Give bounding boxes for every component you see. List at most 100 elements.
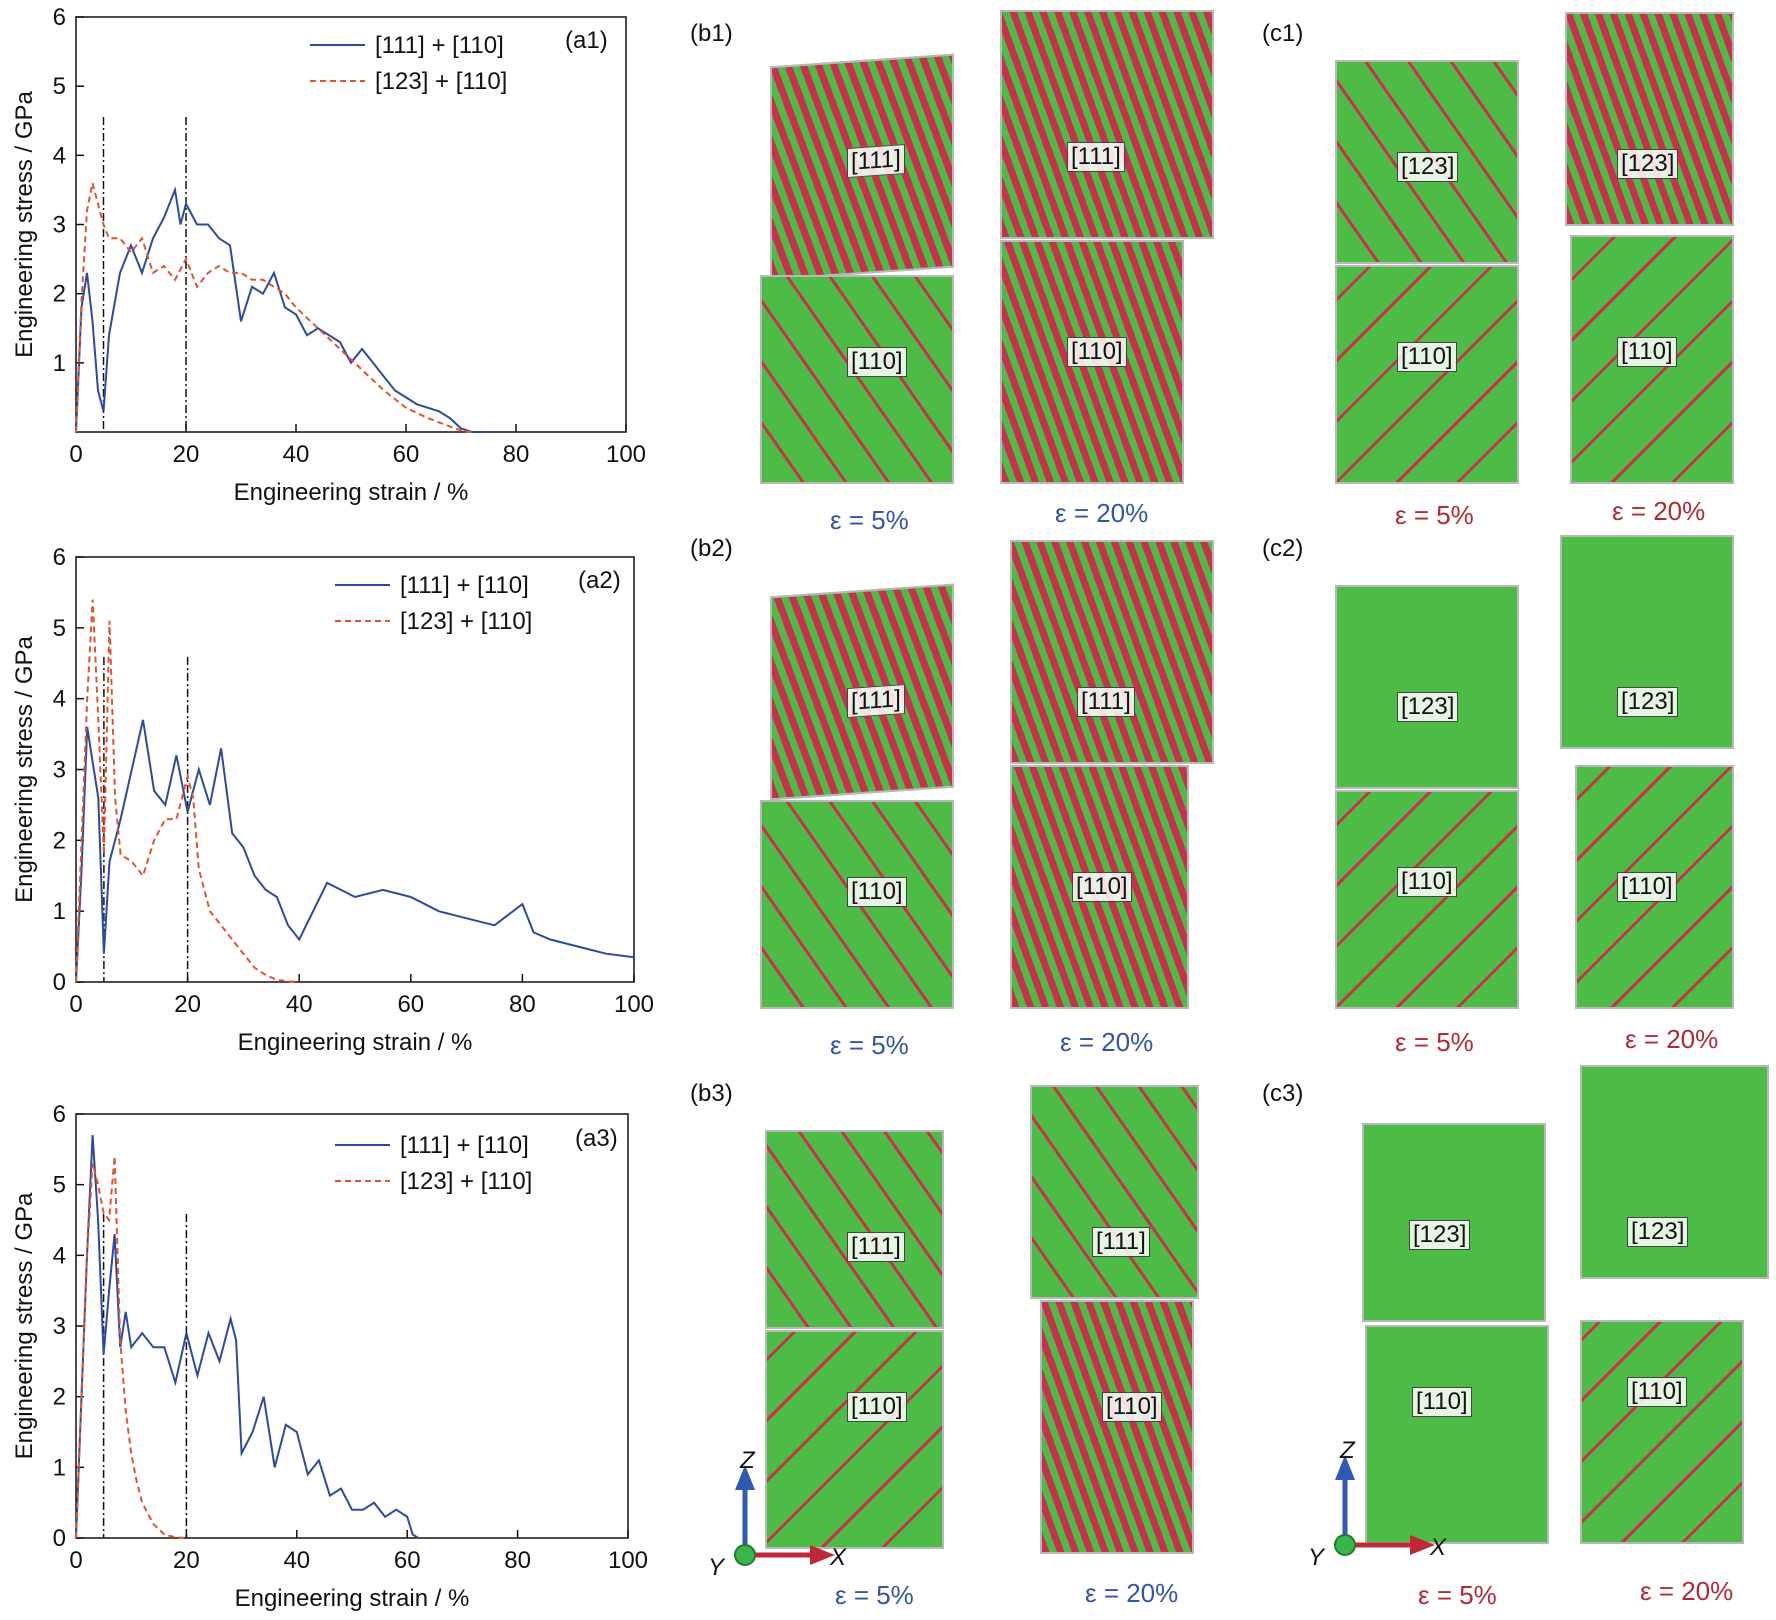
grain-label: [123] xyxy=(1617,687,1679,717)
grain-b1-5-lower: [110] xyxy=(760,275,954,484)
grain-label: [110] xyxy=(847,877,907,907)
x-tick-label: 20 xyxy=(173,1547,200,1574)
grain-b3-20-upper: [111] xyxy=(1030,1085,1199,1299)
x-tick-label: 40 xyxy=(286,991,313,1018)
strain-label-b3-20: ε = 20% xyxy=(1085,1578,1179,1608)
x-tick-label: 60 xyxy=(393,441,420,468)
grain-c1-5-lower: [110] xyxy=(1335,265,1519,484)
grain-c1-5-upper: [123] xyxy=(1335,60,1519,264)
series-line-1 xyxy=(75,182,473,433)
x-tick-label: 60 xyxy=(394,1547,421,1574)
axis-z-label: Z xyxy=(1339,1440,1356,1464)
grain-label: [110] xyxy=(1067,337,1127,367)
axes-triad-c3: Z X Y xyxy=(1308,1440,1447,1570)
series-line-0 xyxy=(75,719,635,983)
grain-c3-20-upper: [123] xyxy=(1580,1065,1769,1279)
strain-label-c2-20: ε = 20% xyxy=(1625,1024,1719,1054)
y-tick-label: 3 xyxy=(53,757,66,784)
x-tick-label: 20 xyxy=(173,441,200,468)
x-axis-label: Engineering strain / % xyxy=(234,479,469,506)
grain-c2-20-lower: [110] xyxy=(1575,765,1734,1009)
grain-b1-20-upper: [111] xyxy=(1000,10,1214,239)
y-tick-label: 0 xyxy=(53,1525,66,1552)
grain-label: [110] xyxy=(1627,1377,1687,1407)
x-tick-label: 40 xyxy=(283,1547,310,1574)
grain-label: [111] xyxy=(1077,687,1135,717)
series-line-0 xyxy=(75,186,489,433)
y-tick-label: 5 xyxy=(53,615,66,642)
strain-label-b1-20: ε = 20% xyxy=(1055,498,1149,528)
y-tick-label: 6 xyxy=(53,544,66,571)
x-tick-label: 20 xyxy=(174,991,201,1018)
grain-b3-5-upper: [111] xyxy=(765,1130,944,1329)
strain-label-c1-20: ε = 20% xyxy=(1612,496,1706,526)
strain-label-c1-5: ε = 5% xyxy=(1395,500,1474,530)
grain-label: [110] xyxy=(1617,872,1677,902)
x-tick-label: 100 xyxy=(606,441,646,468)
x-axis-label: Engineering strain / % xyxy=(235,1585,470,1612)
axis-z-label: Z xyxy=(739,1450,756,1474)
grain-label: [111] xyxy=(1067,142,1125,172)
grain-label: [123] xyxy=(1397,692,1459,722)
grain-label: [123] xyxy=(1409,1220,1471,1250)
y-tick-label: 1 xyxy=(53,350,66,377)
strain-label-b2-20: ε = 20% xyxy=(1060,1027,1154,1057)
y-tick-label: 2 xyxy=(53,1384,66,1411)
grain-b2-5-lower: [110] xyxy=(760,800,954,1009)
x-tick-label: 0 xyxy=(69,1547,82,1574)
x-tick-label: 80 xyxy=(509,991,536,1018)
panel-tag-c3: (c3) xyxy=(1262,1080,1304,1107)
grain-label: [110] xyxy=(1412,1387,1472,1417)
y-tick-label: 3 xyxy=(53,212,66,239)
y-tick-label: 5 xyxy=(53,73,66,100)
grain-b3-20-lower: [110] xyxy=(1040,1300,1194,1554)
grain-b2-20-lower: [110] xyxy=(1010,765,1189,1009)
legend-label: [123] + [110] xyxy=(400,608,532,635)
plot-frame xyxy=(75,1113,629,1539)
strain-label-b2-5: ε = 5% xyxy=(830,1030,909,1060)
axis-x-label: X xyxy=(829,1544,847,1571)
y-tick-label: 6 xyxy=(53,4,66,31)
grain-c3-5-lower: [110] xyxy=(1365,1325,1549,1544)
chart-a2: 0 20 40 60 80 100 0 1 2 3 4 5 6 Engineering strain / … xyxy=(11,544,654,1056)
panel-tag-b2: (b2) xyxy=(690,535,733,562)
grain-label: [110] xyxy=(1072,872,1132,902)
legend-label: [111] + [110] xyxy=(400,572,529,599)
strain-label-c2-5: ε = 5% xyxy=(1395,1027,1474,1057)
grain-b2-5-upper: [111] xyxy=(770,583,954,801)
panel-tag-a: (a1) xyxy=(565,27,608,54)
x-tick-label: 80 xyxy=(504,1547,531,1574)
x-tick-label: 0 xyxy=(69,441,82,468)
x-tick-label: 100 xyxy=(608,1547,648,1574)
y-tick-label: 2 xyxy=(53,827,66,854)
grain-label: [110] xyxy=(847,1392,907,1422)
axis-y-label: Y xyxy=(708,1554,726,1580)
series-line-0 xyxy=(75,1135,419,1539)
grain-b1-5-upper: [111] xyxy=(770,53,954,281)
panel-tag-b1: (b1) xyxy=(690,20,733,47)
series-line-1 xyxy=(75,1156,187,1539)
grain-c3-5-upper: [123] xyxy=(1362,1123,1546,1322)
y-tick-label: 1 xyxy=(53,1454,66,1481)
panel-tag-b3: (b3) xyxy=(690,1080,733,1107)
y-tick-label: 2 xyxy=(53,281,66,308)
y-tick-label: 4 xyxy=(53,1242,66,1269)
x-tick-label: 60 xyxy=(397,991,424,1018)
strain-label-b3-5: ε = 5% xyxy=(835,1580,914,1610)
y-tick-label: 1 xyxy=(53,898,66,925)
legend-label: [111] + [110] xyxy=(400,1132,529,1159)
panel-tag-a: (a2) xyxy=(578,567,621,594)
legend-label: [111] + [110] xyxy=(375,32,504,59)
y-tick-label: 0 xyxy=(53,969,66,996)
y-tick-label: 5 xyxy=(53,1172,66,1199)
grain-c2-5-lower: [110] xyxy=(1335,790,1519,1009)
grain-b3-5-lower: [110] xyxy=(765,1330,944,1549)
legend-label: [123] + [110] xyxy=(375,68,507,95)
panel-tag-c1: (c1) xyxy=(1262,20,1304,47)
grain-label: [110] xyxy=(847,347,907,377)
grain-label: [111] xyxy=(1092,1227,1150,1257)
grain-c1-20-upper: [123] xyxy=(1565,12,1734,226)
x-tick-label: 0 xyxy=(69,991,82,1018)
legend-label: [123] + [110] xyxy=(400,1168,532,1195)
